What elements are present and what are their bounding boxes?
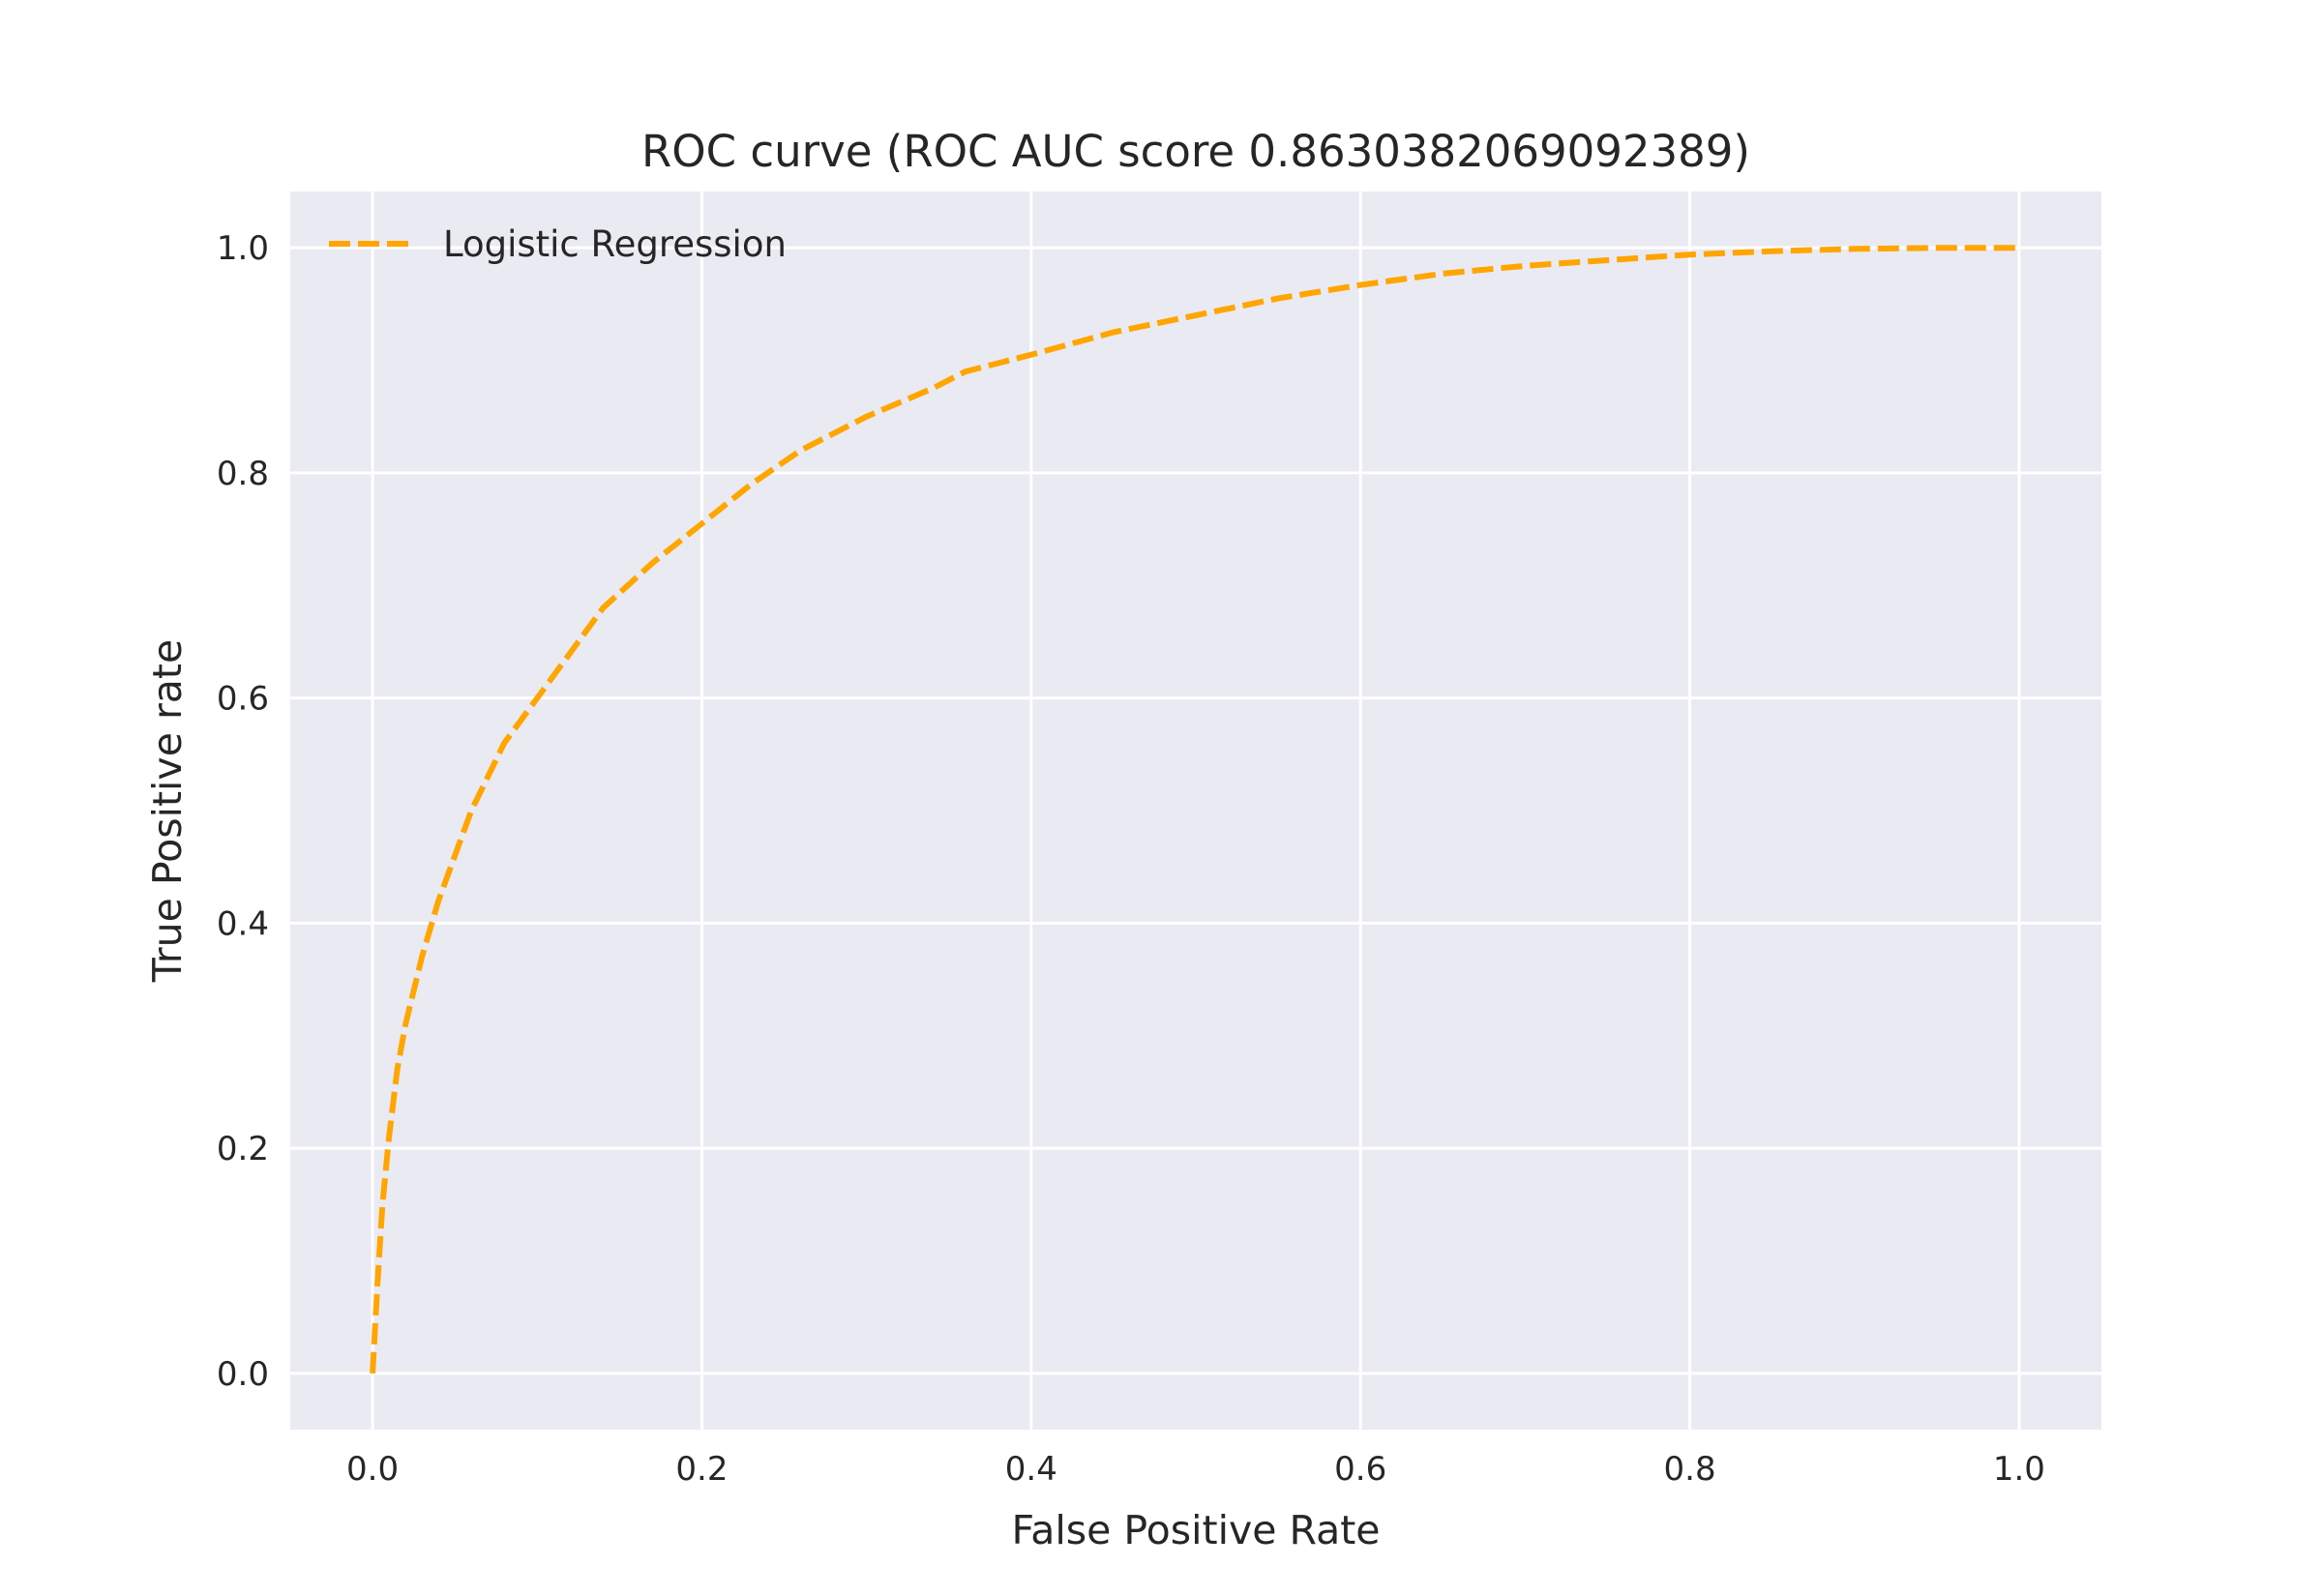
legend: Logistic Regression xyxy=(329,223,787,265)
y-tick-label: 0.2 xyxy=(217,1130,269,1168)
grid-lines xyxy=(290,192,2101,1430)
tick-labels: 0.0 0.2 0.4 0.6 0.8 1.0 0.0 0.2 0.4 0.6 0.8 1.0 xyxy=(217,229,2045,1489)
series-layer xyxy=(370,245,2019,1374)
legend-label-logistic-regression: Logistic Regression xyxy=(443,223,787,265)
x-tick-label: 0.8 xyxy=(1664,1450,1716,1489)
series-line-logistic-regression xyxy=(370,245,2019,1374)
chart-title: ROC curve (ROC AUC score 0.8630382069092… xyxy=(641,126,1750,177)
y-tick-label: 0.4 xyxy=(217,904,269,943)
x-tick-label: 0.0 xyxy=(346,1450,399,1489)
plot-background xyxy=(290,192,2101,1430)
y-tick-label: 1.0 xyxy=(217,229,269,268)
y-tick-label: 0.8 xyxy=(217,455,269,493)
y-tick-label: 0.6 xyxy=(217,680,269,719)
x-tick-label: 0.2 xyxy=(675,1450,728,1489)
x-axis-label: False Positive Rate xyxy=(1011,1507,1380,1553)
y-axis-label: True Positive rate xyxy=(144,639,191,984)
x-tick-label: 0.6 xyxy=(1334,1450,1386,1489)
y-tick-label: 0.0 xyxy=(217,1355,269,1394)
x-tick-label: 1.0 xyxy=(1993,1450,2045,1489)
x-tick-label: 0.4 xyxy=(1005,1450,1057,1489)
